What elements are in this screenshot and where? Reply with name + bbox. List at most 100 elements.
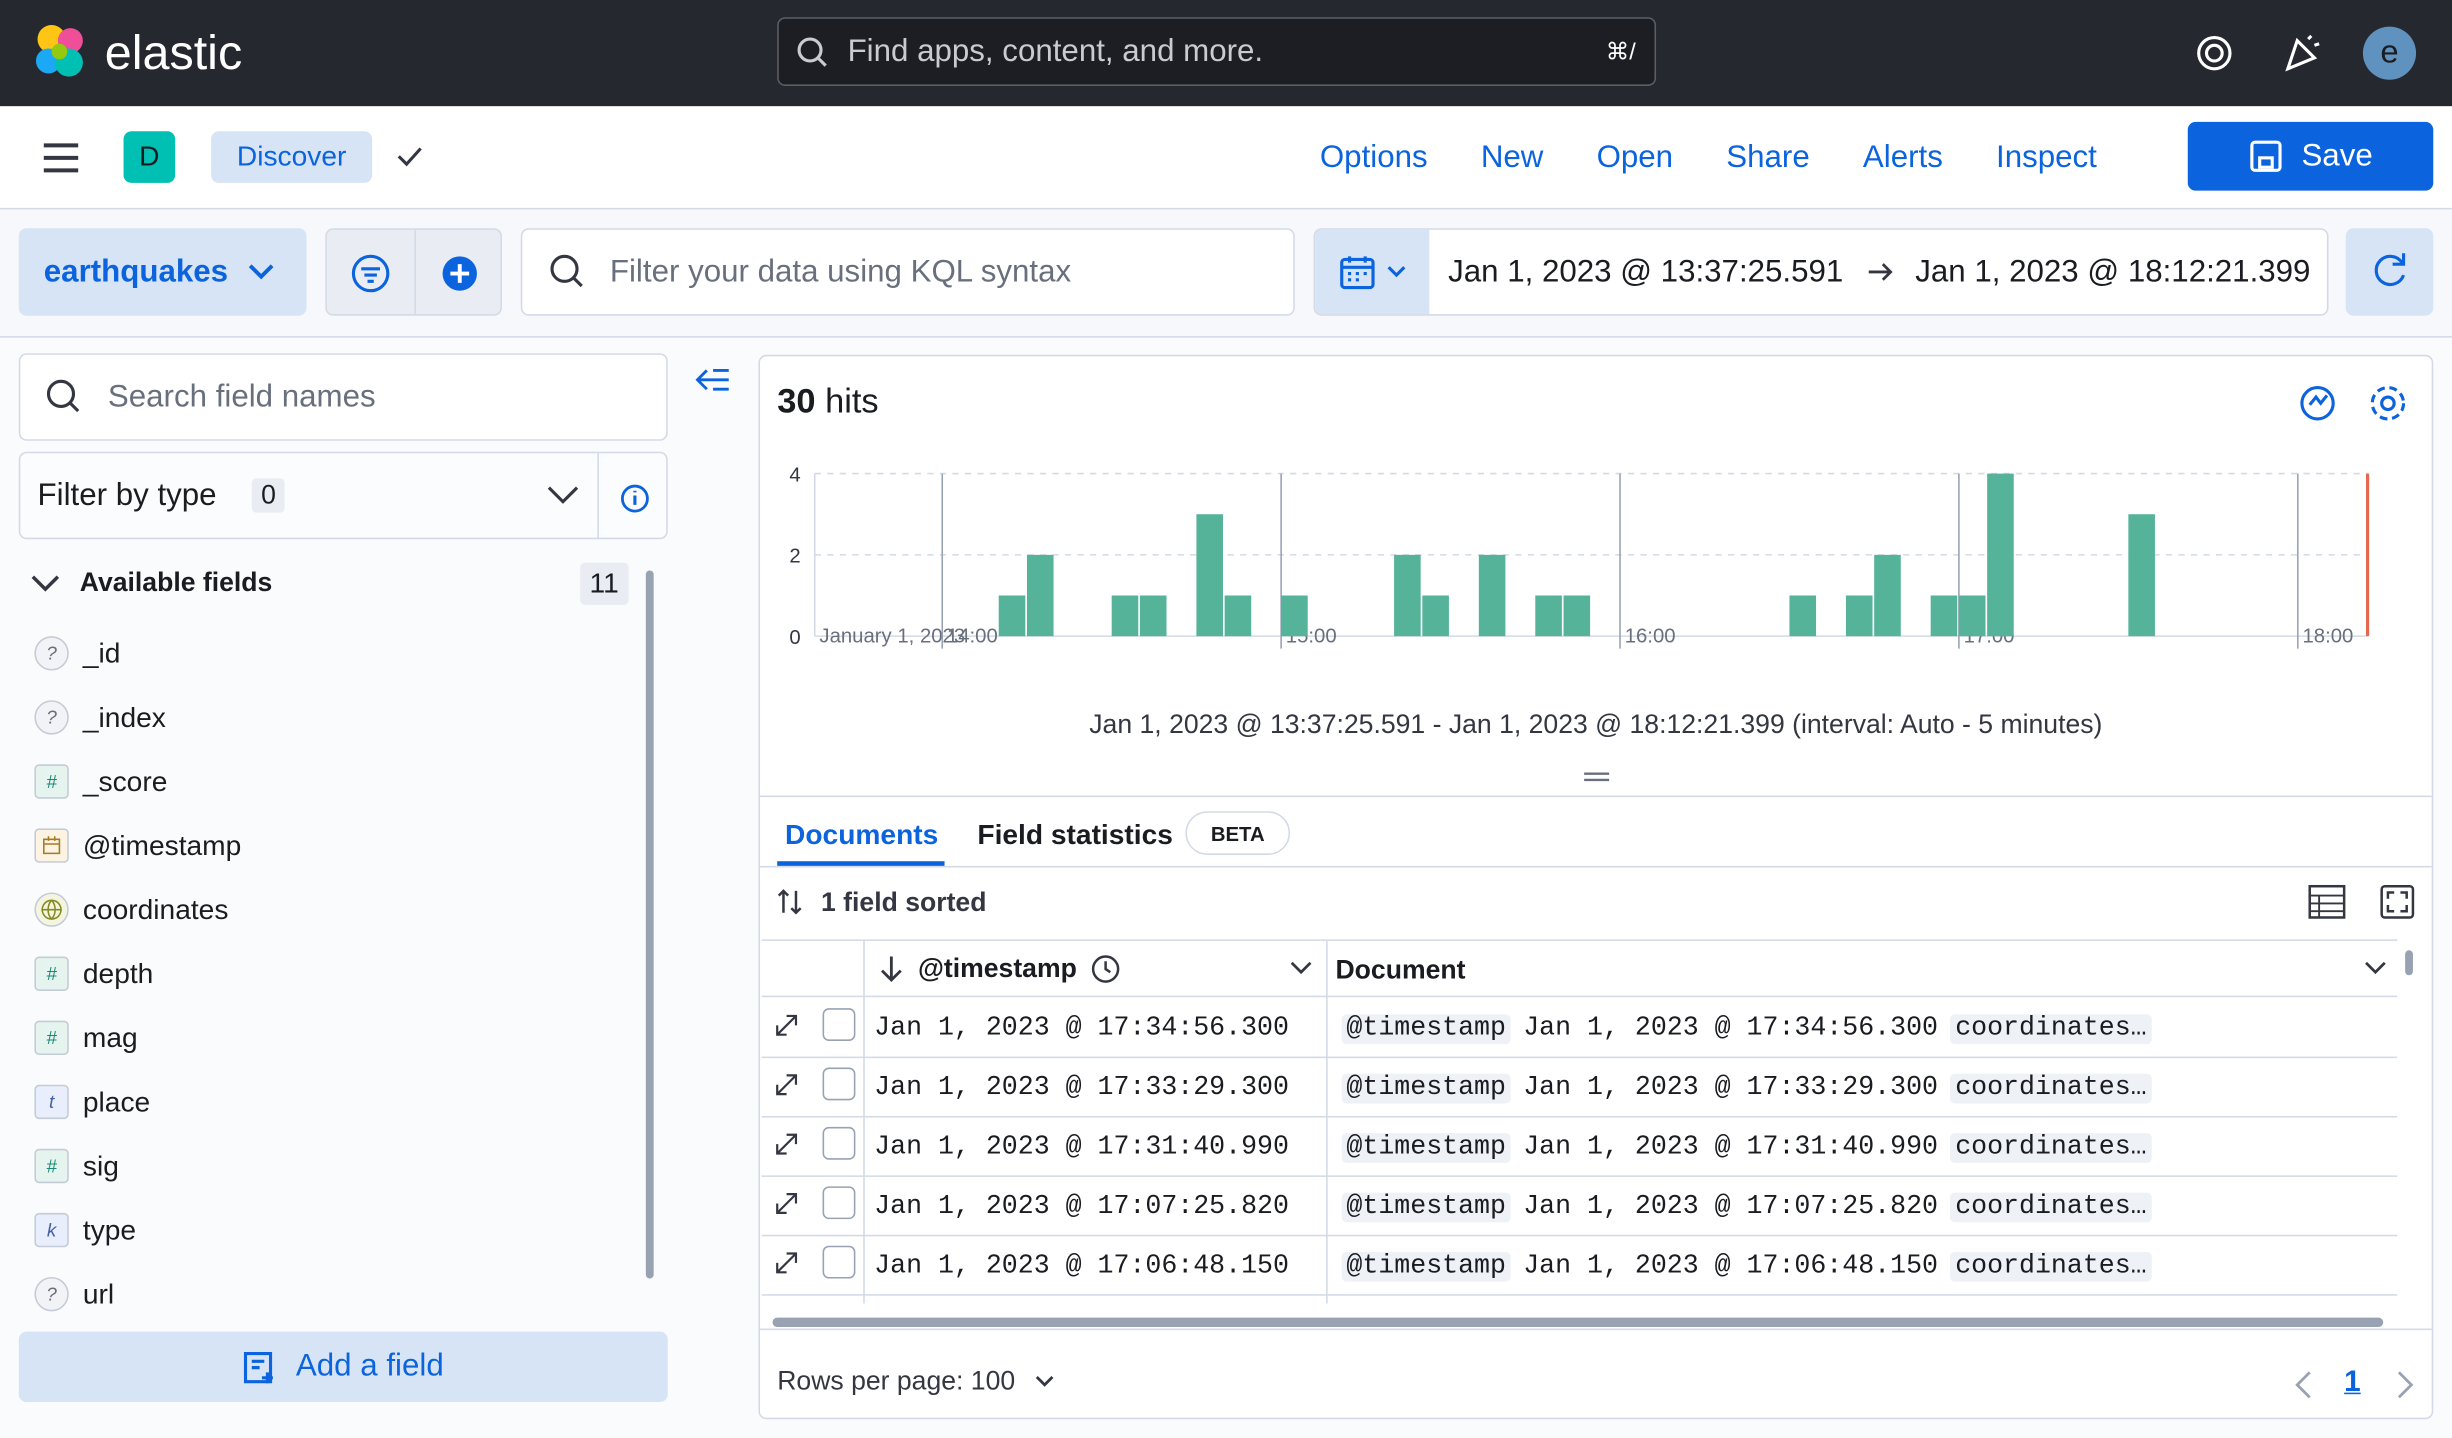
- scrollbar: [646, 570, 654, 1278]
- field-name: sig: [83, 1150, 119, 1183]
- chart-options[interactable]: [2296, 381, 2340, 425]
- expand-icon[interactable]: [773, 1130, 801, 1158]
- x-tick-label: 14:00: [947, 625, 998, 647]
- field-item[interactable]: #mag: [34, 1019, 137, 1057]
- fullscreen-icon[interactable]: [2379, 883, 2417, 921]
- field-search[interactable]: Search field names: [19, 353, 668, 441]
- field-name: url: [83, 1278, 114, 1311]
- row-checkbox[interactable]: [823, 1246, 856, 1279]
- data-view-picker[interactable]: earthquakes: [19, 228, 307, 316]
- kql-input[interactable]: Filter your data using KQL syntax: [521, 228, 1295, 316]
- cell-timestamp: Jan 1, 2023 @ 17:34:56.300: [874, 1014, 1289, 1044]
- space-badge[interactable]: D: [124, 131, 176, 183]
- doc-value: Jan 1, 2023 @ 17:34:56.300: [1523, 1014, 1938, 1044]
- chevron[interactable]: [2363, 960, 2388, 979]
- field-item[interactable]: #_score: [34, 763, 167, 801]
- glyph: [777, 1135, 796, 1154]
- check-icon: [394, 141, 425, 172]
- rows-per-page[interactable]: Rows per page: 100: [777, 1366, 1056, 1397]
- menu-item[interactable]: Open: [1597, 140, 1674, 176]
- page-number[interactable]: 1: [2344, 1366, 2361, 1400]
- menu-item[interactable]: Inspect: [1996, 140, 2097, 176]
- field-icon: #: [34, 957, 68, 991]
- field-item[interactable]: tplace: [34, 1083, 150, 1121]
- start-date[interactable]: Jan 1, 2023 @ 13:37:25.591: [1448, 254, 1843, 290]
- field-item[interactable]: ?url: [34, 1275, 114, 1313]
- menu-item[interactable]: Share: [1726, 140, 1809, 176]
- settings[interactable]: [2366, 381, 2410, 425]
- chevron: [1034, 1374, 1056, 1390]
- menu-item[interactable]: Options: [1320, 140, 1428, 176]
- row-checkbox[interactable]: [823, 1008, 856, 1041]
- chevron: [1385, 264, 1407, 280]
- save-button[interactable]: Save: [2188, 122, 2434, 191]
- sort-icon[interactable]: [776, 888, 804, 916]
- quick-menu[interactable]: [1315, 228, 1429, 316]
- hits-label: hits: [825, 381, 879, 420]
- date-picker[interactable]: Jan 1, 2023 @ 13:37:25.591 Jan 1, 2023 @…: [1314, 228, 2329, 316]
- menu-item[interactable]: New: [1481, 140, 1544, 176]
- density-icon[interactable]: [2307, 883, 2348, 921]
- end-date[interactable]: Jan 1, 2023 @ 18:12:21.399: [1915, 254, 2310, 290]
- cell-document: @timestampJan 1, 2023 @ 17:07:25.820coor…: [1342, 1188, 2152, 1226]
- tab-documents[interactable]: Documents: [785, 819, 938, 852]
- expand-icon[interactable]: [773, 1011, 801, 1039]
- type-filter[interactable]: Filter by type 0: [19, 452, 668, 540]
- histogram: 024January 1, 202314:0015:0016:0017:0018…: [777, 455, 2411, 658]
- bar: [1394, 555, 1421, 636]
- field-item[interactable]: ?_index: [34, 699, 165, 737]
- expand-icon[interactable]: [773, 1249, 801, 1277]
- field-item[interactable]: coordinates: [34, 891, 228, 929]
- doc-value: Jan 1, 2023 @ 17:07:25.820: [1523, 1192, 1938, 1222]
- next-page[interactable]: [2394, 1369, 2416, 1400]
- column-document[interactable]: Document: [1335, 955, 1465, 986]
- menu-toggle[interactable]: [41, 138, 82, 179]
- add-filter[interactable]: [439, 253, 480, 294]
- menu-item[interactable]: Alerts: [1863, 140, 1943, 176]
- row-checkbox[interactable]: [823, 1186, 856, 1219]
- data-view-name: earthquakes: [44, 254, 228, 290]
- expand-icon[interactable]: [773, 1189, 801, 1217]
- avatar[interactable]: e: [2363, 27, 2416, 80]
- glyph: [777, 1194, 796, 1213]
- grid-row: Jan 1, 2023 @ 17:31:40.990@timestampJan …: [762, 1118, 2398, 1177]
- field-item[interactable]: #sig: [34, 1147, 118, 1185]
- news-icon[interactable]: [2280, 31, 2324, 75]
- row-checkbox[interactable]: [823, 1068, 856, 1101]
- field-item[interactable]: ktype: [34, 1211, 136, 1249]
- resize-handle[interactable]: [1581, 769, 1612, 785]
- info-icon[interactable]: [618, 481, 652, 515]
- breadcrumb[interactable]: Discover: [211, 131, 372, 183]
- expand-icon[interactable]: [773, 1071, 801, 1099]
- refresh-button[interactable]: [2346, 228, 2434, 316]
- search-icon: [522, 241, 610, 304]
- field-item[interactable]: @timestamp: [34, 827, 241, 865]
- shortcut: ⌘/: [1606, 38, 1636, 66]
- tab-field-stats[interactable]: Field statistics: [977, 819, 1173, 852]
- doc-more: coordinates…: [1950, 1132, 2151, 1162]
- add-field-button[interactable]: Add a field: [19, 1332, 668, 1402]
- filter-menu[interactable]: [350, 253, 391, 294]
- field-item[interactable]: ?_id: [34, 635, 120, 673]
- field-name: type: [83, 1214, 136, 1247]
- doc-more: coordinates…: [1950, 1251, 2151, 1281]
- y-tick-label: 0: [789, 627, 800, 649]
- collapse-chevron[interactable]: [28, 566, 62, 600]
- chevron: [546, 485, 580, 507]
- cell-document: @timestampJan 1, 2023 @ 17:33:29.300coor…: [1342, 1069, 2152, 1107]
- row-checkbox[interactable]: [823, 1127, 856, 1160]
- field-name: @timestamp: [83, 829, 241, 862]
- field-icon: #: [34, 764, 68, 798]
- collapse-sidebar[interactable]: [694, 364, 732, 395]
- help-icon[interactable]: [2192, 31, 2236, 75]
- clock-icon: [1090, 953, 1121, 984]
- column-timestamp[interactable]: @timestamp: [918, 953, 1077, 984]
- global-search[interactable]: Find apps, content, and more. ⌘/: [777, 17, 1656, 86]
- global-header: elastic Find apps, content, and more. ⌘/…: [0, 0, 2452, 106]
- chevron[interactable]: [1289, 960, 1314, 979]
- x-date-label: January 1, 2023: [819, 625, 965, 647]
- grid-row: Jan 1, 2023 @ 17:33:29.300@timestampJan …: [762, 1058, 2398, 1117]
- prev-page[interactable]: [2293, 1369, 2315, 1400]
- field-item[interactable]: #depth: [34, 955, 153, 993]
- bar: [1931, 596, 1958, 637]
